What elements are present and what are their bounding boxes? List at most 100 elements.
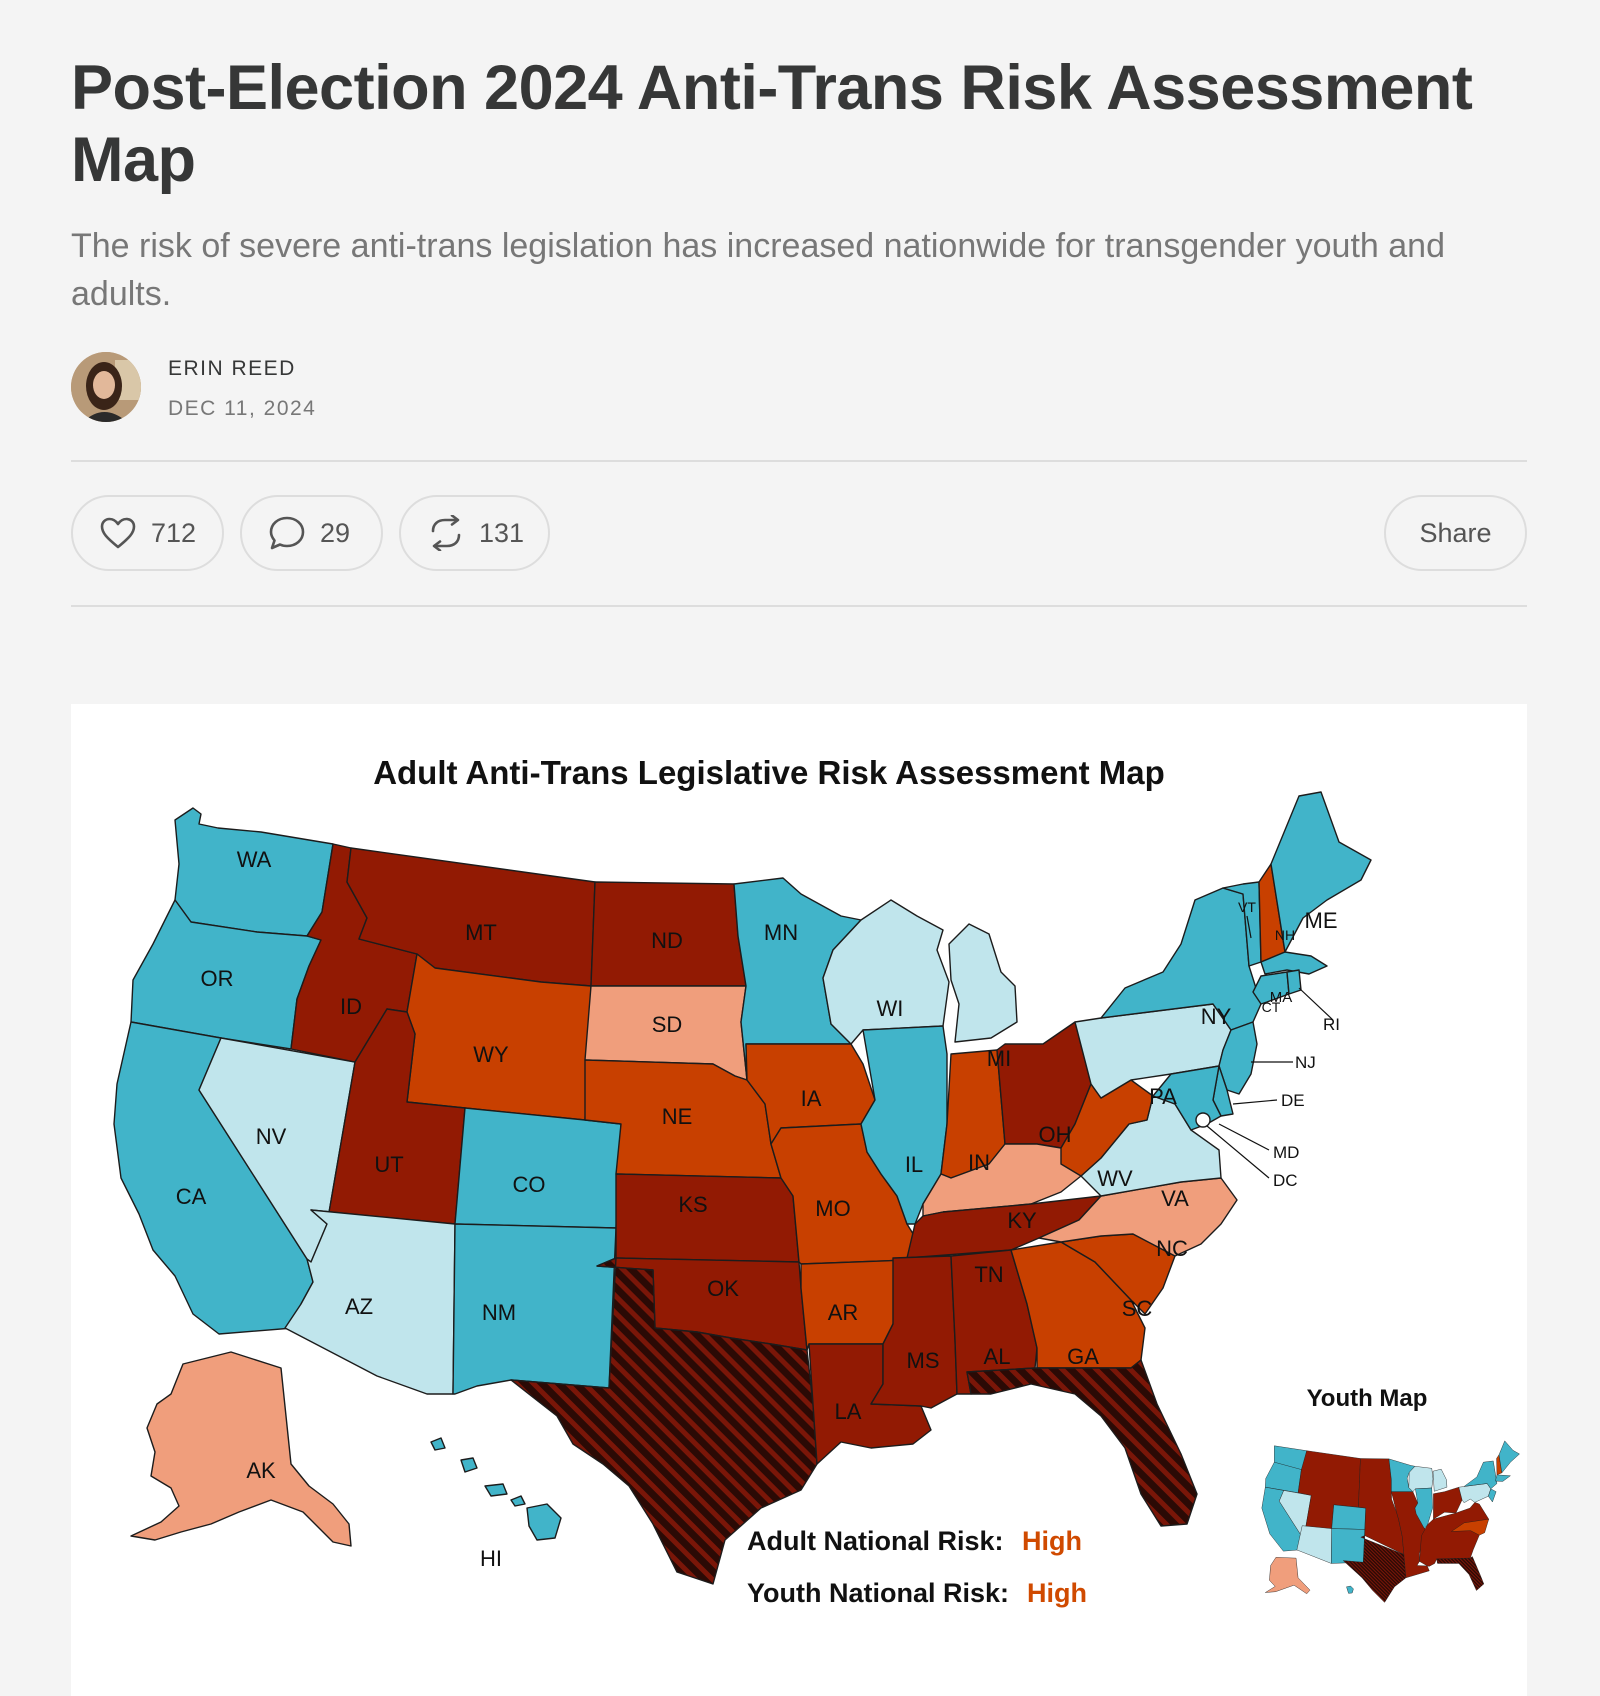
label-UT: UT: [374, 1152, 403, 1177]
post-date: DEC 11, 2024: [168, 397, 317, 420]
label-CO: CO: [513, 1172, 546, 1197]
adult-risk-value: High: [1022, 1526, 1082, 1556]
state-CO[interactable]: [454, 1107, 622, 1229]
label-MO: MO: [815, 1196, 850, 1221]
callout-line-DE: [1232, 1099, 1278, 1105]
label-WY: WY: [473, 1042, 509, 1067]
callout-line-RI: [1298, 987, 1334, 1021]
label-WI: WI: [877, 996, 904, 1021]
article-subtitle: The risk of severe anti-trans legislatio…: [71, 227, 1445, 313]
label-IA: IA: [801, 1086, 822, 1111]
state-WA[interactable]: [174, 807, 334, 937]
heart-icon: [100, 517, 136, 549]
label-ID: ID: [340, 994, 362, 1019]
label-GA: GA: [1067, 1344, 1099, 1369]
risk-map-svg: Adult Anti-Trans Legislative Risk Assess…: [113, 754, 1520, 1608]
label-PA: PA: [1149, 1084, 1177, 1109]
state-MI[interactable]: [948, 923, 1018, 1043]
author-name[interactable]: ERIN REED: [168, 357, 296, 380]
label-MI: MI: [987, 1046, 1011, 1071]
label-CA: CA: [176, 1184, 207, 1209]
state-TX[interactable]: [510, 1257, 818, 1585]
youth-risk-label: Youth National Risk:: [747, 1578, 1009, 1608]
label-LA: LA: [835, 1399, 862, 1424]
label-OH: OH: [1039, 1122, 1072, 1147]
label-NY: NY: [1201, 1004, 1232, 1029]
label-AK: AK: [246, 1458, 276, 1483]
label-NH: NH: [1275, 927, 1295, 943]
comment-count: 29: [320, 517, 351, 548]
label-NM: NM: [482, 1300, 516, 1325]
article-title: Post-Election 2024 Anti-Trans Risk Asses…: [71, 53, 1473, 195]
divider-top: [71, 460, 1527, 462]
label-MA: MA: [1270, 989, 1293, 1006]
state-HI[interactable]: [430, 1437, 562, 1541]
label-ME: ME: [1305, 908, 1338, 933]
like-button[interactable]: 712: [71, 495, 224, 571]
state-ME[interactable]: [1270, 791, 1372, 953]
label-IL: IL: [905, 1152, 923, 1177]
risk-map-figure: Adult Anti-Trans Legislative Risk Assess…: [71, 704, 1527, 1696]
label-MD: MD: [1273, 1143, 1299, 1162]
state-AZ[interactable]: [284, 1209, 456, 1395]
callout-line-MD: [1218, 1123, 1270, 1151]
map-title: Adult Anti-Trans Legislative Risk Assess…: [373, 754, 1165, 791]
divider-bottom: [71, 605, 1527, 607]
state-IL[interactable]: [860, 1025, 948, 1225]
label-MT: MT: [465, 920, 497, 945]
label-IN: IN: [968, 1150, 990, 1175]
callout-line-VT: [1246, 915, 1252, 939]
comment-icon: [269, 516, 305, 550]
label-CT: CT: [1262, 999, 1281, 1015]
state-DC[interactable]: [1195, 1112, 1211, 1128]
restack-icon: [431, 515, 461, 551]
state-WV[interactable]: [1060, 1079, 1154, 1177]
restack-count: 131: [479, 517, 525, 548]
callout-line-DC: [1206, 1125, 1270, 1179]
label-DE: DE: [1281, 1091, 1305, 1110]
label-AZ: AZ: [345, 1294, 373, 1319]
youth-risk-value: High: [1027, 1578, 1087, 1608]
author-avatar[interactable]: [71, 352, 141, 422]
label-HI: HI: [480, 1546, 502, 1571]
state-KS[interactable]: [615, 1173, 800, 1263]
like-count: 712: [151, 517, 197, 548]
state-AK[interactable]: [130, 1351, 352, 1547]
label-OR: OR: [201, 966, 234, 991]
label-DC: DC: [1273, 1171, 1298, 1190]
label-KY: KY: [1007, 1208, 1037, 1233]
label-AL: AL: [984, 1344, 1011, 1369]
state-labels: WA OR CA NV ID MT WY UT AZ CO NM ND SD N…: [176, 847, 1338, 1571]
comment-button[interactable]: 29: [240, 495, 383, 571]
label-MN: MN: [764, 920, 798, 945]
label-RI: RI: [1323, 1015, 1340, 1034]
label-VA: VA: [1161, 1186, 1189, 1211]
label-WV: WV: [1097, 1166, 1133, 1191]
callouts: [1206, 915, 1334, 1179]
label-OK: OK: [707, 1276, 739, 1301]
share-button[interactable]: Share: [1384, 495, 1527, 571]
state-NM[interactable]: [452, 1223, 617, 1395]
youth-map-title: Youth Map: [1307, 1385, 1428, 1412]
state-FL[interactable]: [966, 1359, 1198, 1527]
youth-inset-map[interactable]: [1261, 1440, 1520, 1603]
national-risk: Adult National Risk: High Youth National…: [747, 1526, 1087, 1608]
label-NJ: NJ: [1295, 1053, 1316, 1072]
restack-button[interactable]: 131: [399, 495, 550, 571]
label-SD: SD: [652, 1012, 683, 1037]
label-NV: NV: [256, 1124, 287, 1149]
label-NC: NC: [1156, 1236, 1188, 1261]
state-WI[interactable]: [822, 899, 950, 1045]
label-WA: WA: [237, 847, 272, 872]
label-KS: KS: [678, 1192, 707, 1217]
state-NY[interactable]: [1100, 887, 1262, 1031]
label-AR: AR: [828, 1300, 859, 1325]
label-TN: TN: [974, 1262, 1003, 1287]
state-MA[interactable]: [1260, 951, 1328, 975]
label-ND: ND: [651, 928, 683, 953]
state-NJ[interactable]: [1218, 1021, 1258, 1095]
label-NE: NE: [662, 1104, 693, 1129]
author-photo: [71, 352, 141, 422]
label-VT: VT: [1238, 899, 1256, 915]
